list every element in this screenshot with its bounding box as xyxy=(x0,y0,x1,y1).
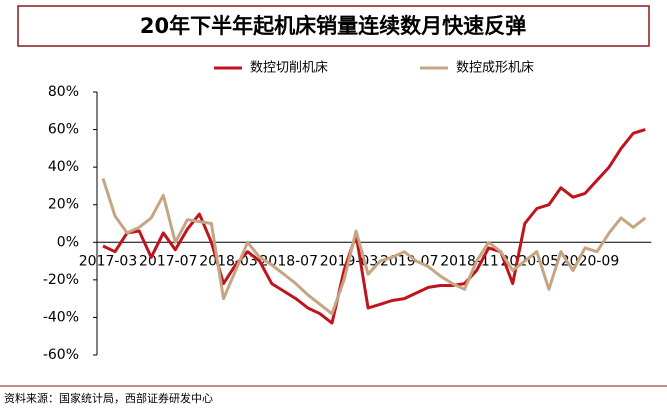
x-tick-label: 2018-03 xyxy=(199,253,258,269)
y-tick-label: -20% xyxy=(43,272,79,288)
y-tick-label: 60% xyxy=(48,122,79,138)
y-tick-label: 80% xyxy=(48,84,79,100)
x-tick-label: 2017-07 xyxy=(139,253,198,269)
title-box xyxy=(17,5,650,47)
series-line xyxy=(101,177,647,316)
chart-title: 20年下半年起机床销量连续数月快速反弹 xyxy=(140,14,526,38)
legend-label: 数控成形机床 xyxy=(456,61,534,76)
legend-label: 数控切削机床 xyxy=(250,61,328,76)
y-tick-label: 0% xyxy=(57,234,79,250)
x-tick-label: 2018-11 xyxy=(440,253,499,269)
y-tick-label: 40% xyxy=(48,159,79,175)
x-tick-label: 2017-03 xyxy=(79,253,138,269)
source: 资料来源：国家统计局，西部证券研发中心 xyxy=(4,391,213,405)
y-tick-label: -60% xyxy=(43,347,79,363)
y-tick-label: 20% xyxy=(48,197,79,213)
y-tick-label: -40% xyxy=(43,309,79,325)
